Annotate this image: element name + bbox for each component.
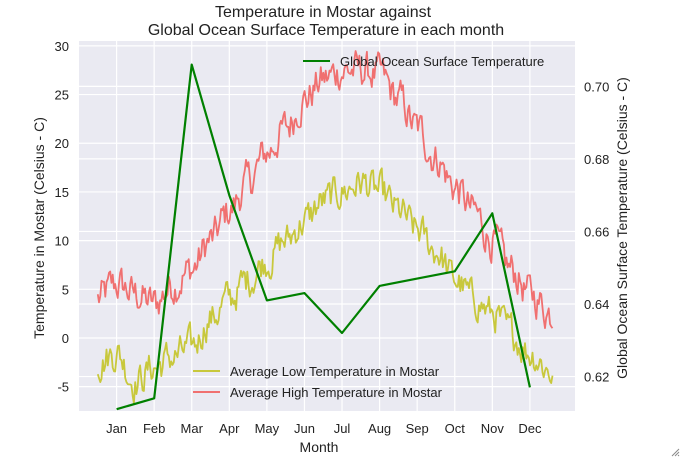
x-tick-label: Feb [143, 421, 165, 436]
chart-title-line2: Global Ocean Surface Temperature in each… [148, 22, 504, 39]
y-tick-label-left: 30 [55, 39, 69, 54]
low-temp-line [96, 167, 554, 405]
y-tick-label-right: 0.64 [584, 297, 609, 312]
axes: Jan Feb Mar Apr May Jun Jul Aug Sep Oct Nov Dec -5 0 5… [55, 39, 610, 436]
x-tick-label: May [255, 421, 280, 436]
x-tick-label: Jan [106, 421, 127, 436]
x-tick-label: Jul [334, 421, 351, 436]
y-axis-label-right: Global Ocean Surface Temperature (Celsiu… [614, 77, 630, 379]
y-tick-label-right: 0.66 [584, 224, 609, 239]
x-tick-label: Oct [445, 421, 466, 436]
series-layer [96, 50, 554, 411]
x-tick-label: Mar [181, 421, 204, 436]
x-tick-label: Aug [368, 421, 391, 436]
y-tick-label-right: 0.70 [584, 79, 609, 94]
chart-title-line1: Temperature in Mostar against [215, 4, 432, 21]
x-tick-label: Jun [294, 421, 315, 436]
high-temp-line [96, 50, 554, 330]
x-tick-label: Apr [219, 421, 240, 436]
y-tick-label-left: 5 [62, 282, 69, 297]
x-tick-label: Sep [406, 421, 429, 436]
x-tick-label: Dec [518, 421, 542, 436]
grid [79, 41, 575, 411]
y-tick-label-right: 0.68 [584, 152, 609, 167]
y-tick-label-left: 20 [55, 136, 69, 151]
legend-label-low: Average Low Temperature in Mostar [230, 364, 440, 379]
y-tick-label-right: 0.62 [584, 370, 609, 385]
y-tick-label-left: 10 [55, 234, 69, 249]
legend-ocean: Global Ocean Surface Temperature [303, 54, 544, 69]
legend-mostar: Average Low Temperature in Mostar Averag… [193, 364, 443, 400]
ocean-temp-line [116, 63, 531, 411]
legend-label-ocean: Global Ocean Surface Temperature [340, 54, 544, 69]
x-tick-label: Nov [481, 421, 505, 436]
y-axis-label-left: Temperature in Mostar (Celsius - C) [31, 117, 47, 339]
resize-grip-icon[interactable] [670, 447, 680, 457]
y-tick-label-left: -5 [57, 380, 69, 395]
x-axis-label: Month [300, 439, 339, 455]
legend-label-high: Average High Temperature in Mostar [230, 385, 443, 400]
y-tick-label-left: 25 [55, 88, 69, 103]
y-tick-label-left: 0 [62, 331, 69, 346]
plot-area [79, 41, 575, 411]
y-tick-label-left: 15 [55, 185, 69, 200]
